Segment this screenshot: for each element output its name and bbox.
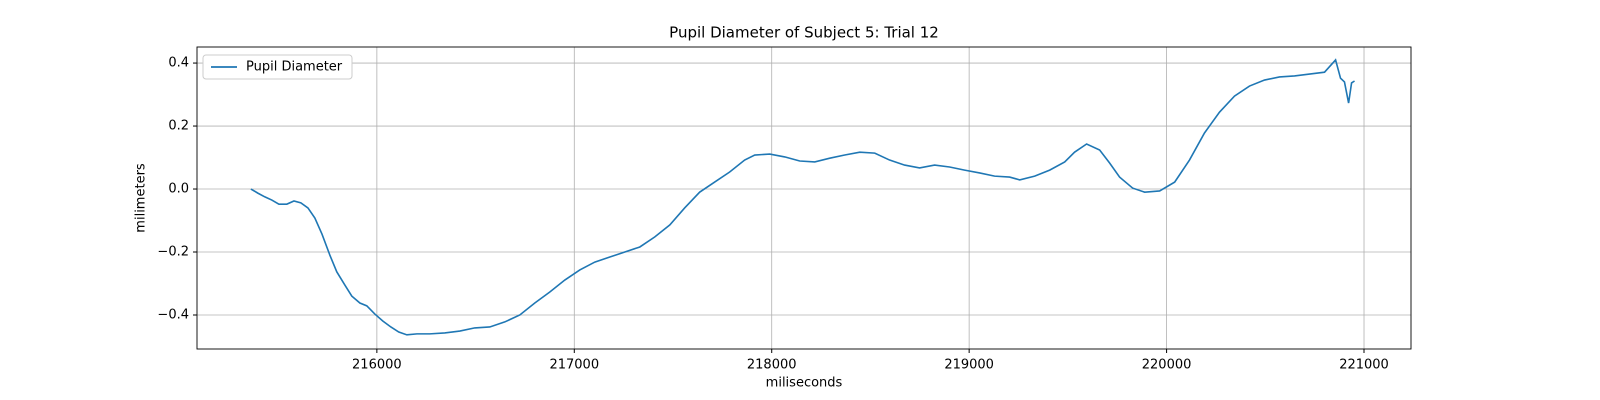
data-line bbox=[250, 58, 1355, 336]
y-tick-label: −0.4 bbox=[157, 307, 189, 322]
x-tick-label: 221000 bbox=[1339, 358, 1389, 373]
y-tick-label: −0.2 bbox=[157, 245, 189, 260]
legend-box bbox=[202, 54, 353, 80]
x-tick-label: 220000 bbox=[1142, 358, 1192, 373]
y-tick-label: 0.0 bbox=[168, 182, 189, 197]
x-tick-label: 219000 bbox=[944, 358, 994, 373]
x-tick-label: 218000 bbox=[747, 358, 797, 373]
y-tick-label: 0.2 bbox=[168, 119, 189, 134]
y-tick-label: 0.4 bbox=[168, 56, 189, 71]
x-tick-label: 217000 bbox=[549, 358, 599, 373]
x-axis-label: miliseconds bbox=[766, 376, 843, 391]
y-axis-label: milimeters bbox=[134, 163, 149, 233]
legend-label: Pupil Diameter bbox=[246, 60, 343, 75]
plot-frame bbox=[196, 46, 1412, 350]
chart-title: Pupil Diameter of Subject 5: Trial 12 bbox=[669, 24, 939, 42]
x-tick-label: 216000 bbox=[352, 358, 402, 373]
